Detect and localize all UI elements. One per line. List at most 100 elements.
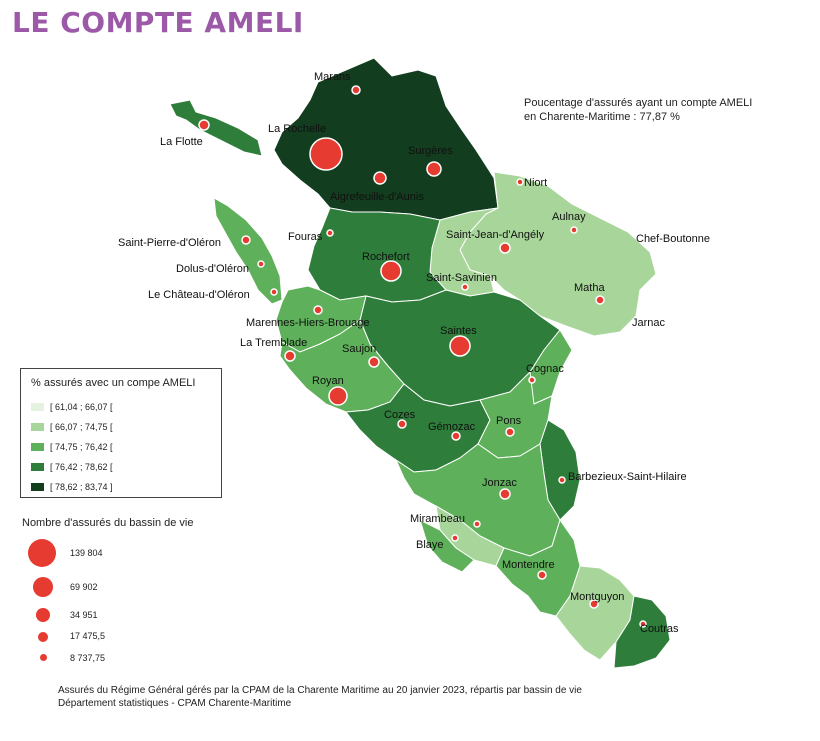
bubble-dolus [257, 260, 265, 268]
bubble-legend-row: 139 804 [26, 537, 166, 567]
place-label: Niort [524, 177, 547, 189]
bubble-blaye [451, 534, 459, 542]
legend-swatch [31, 423, 44, 431]
bubble-legend-dot [36, 608, 50, 622]
summary-note: Poucentage d'assurés ayant un compte AME… [524, 96, 804, 124]
place-labels: Marans La Rochelle La Flotte Surgères Ai… [118, 71, 710, 635]
region-blaye [419, 519, 475, 573]
place-label: Gémozac [428, 421, 476, 433]
place-label: Jarnac [632, 317, 666, 329]
place-label: Montguyon [570, 591, 624, 603]
place-label: Fouras [288, 231, 323, 243]
page-title: LE COMPTE AMELI [12, 6, 304, 39]
place-label: Blaye [416, 539, 444, 551]
legend-swatch [31, 443, 44, 451]
region-oleron [213, 197, 283, 305]
legend-label: [ 74,75 ; 76,42 [ [50, 442, 113, 452]
bubble-legend-value: 17 475,5 [70, 631, 106, 641]
bubble-niort [516, 178, 524, 186]
bubble-saujon [368, 356, 380, 368]
bubble-saint-pierre [241, 235, 251, 245]
place-label: La Flotte [160, 136, 203, 148]
place-label: Montendre [502, 559, 555, 571]
bubble-montendre [537, 570, 547, 580]
bubble-la-rochelle [309, 137, 343, 171]
place-label: Saint-Pierre-d'Oléron [118, 237, 221, 249]
bubble-legend-value: 139 804 [70, 548, 103, 558]
place-label: Saint-Jean-d'Angély [446, 229, 545, 241]
bubble-legend-row: 69 902 [26, 576, 166, 606]
place-label: Cozes [384, 409, 416, 421]
place-label: Matha [574, 282, 605, 294]
bubble-cognac [528, 376, 536, 384]
bubble-gemozac [451, 431, 461, 441]
place-label: Pons [496, 415, 522, 427]
place-label: Surgères [408, 145, 453, 157]
place-label: Royan [312, 375, 344, 387]
source-line-2: Département statistiques - CPAM Charente… [58, 698, 292, 709]
place-label: Coutras [640, 623, 679, 635]
bubble-marans [351, 85, 361, 95]
bubble-legend-row: 8 737,75 [26, 653, 166, 683]
bubble-la-flotte [198, 119, 210, 131]
bubble-pons [505, 427, 515, 437]
bubble-legend-row: 17 475,5 [26, 631, 166, 661]
place-label: Saintes [440, 325, 477, 337]
bubble-legend-dot [38, 632, 48, 642]
place-label: Cognac [526, 363, 564, 375]
legend-label: [ 76,42 ; 78,62 [ [50, 462, 113, 472]
legend-label: [ 66,07 ; 74,75 [ [50, 422, 113, 432]
legend-row: [ 74,75 ; 76,42 [ [31, 441, 113, 453]
bubble-saintes [449, 335, 471, 357]
legend-row: [ 78,62 ; 83,74 ] [31, 481, 113, 493]
source-note: Assurés du Régime Général gérés par la C… [58, 684, 582, 710]
bubble-rochefort [380, 260, 402, 282]
bubble-legend-row: 34 951 [26, 607, 166, 637]
place-label: Marans [314, 71, 351, 83]
place-label: Dolus-d'Oléron [176, 263, 249, 275]
summary-line-1: Poucentage d'assurés ayant un compte AME… [524, 97, 753, 109]
bubble-cozes [397, 419, 407, 429]
bubble-la-tremblade [284, 350, 296, 362]
place-label: Jonzac [482, 477, 517, 489]
bubble-barbezieux [558, 476, 566, 484]
bubble-saint-savinien [461, 283, 469, 291]
bubble-legend-dot [28, 539, 56, 567]
legend-label: [ 78,62 ; 83,74 ] [50, 482, 113, 492]
bubble-aulnay [570, 226, 578, 234]
bubble-fouras [326, 229, 334, 237]
legend-swatch [31, 463, 44, 471]
place-label: Saujon [342, 343, 376, 355]
color-legend: % assurés avec un compe AMELI [ 61,04 ; … [20, 368, 222, 498]
bubble-matha [595, 295, 605, 305]
bubble-montguyon [589, 599, 599, 609]
legend-row: [ 76,42 ; 78,62 [ [31, 461, 113, 473]
legend-swatch [31, 403, 44, 411]
bubble-legend-title: Nombre d'assurés du bassin de vie [22, 517, 194, 529]
place-label: Aulnay [552, 211, 586, 223]
bubble-marennes [313, 305, 323, 315]
bubble-mirambeau [473, 520, 481, 528]
bubble-royan [328, 386, 348, 406]
bubble-surgeres [426, 161, 442, 177]
bubble-saint-jean [499, 242, 511, 254]
legend-swatch [31, 483, 44, 491]
bubbles-layer [198, 85, 647, 628]
legend-title: % assurés avec un compe AMELI [31, 377, 196, 389]
summary-line-2: en Charente-Maritime : 77,87 % [524, 111, 680, 123]
place-label: Saint-Savinien [426, 272, 497, 284]
legend-row: [ 61,04 ; 66,07 [ [31, 401, 113, 413]
place-label: Rochefort [362, 251, 410, 263]
place-label: La Tremblade [240, 337, 307, 349]
source-line-1: Assurés du Régime Général gérés par la C… [58, 685, 582, 696]
legend-label: [ 61,04 ; 66,07 [ [50, 402, 113, 412]
place-label: Barbezieux-Saint-Hilaire [568, 471, 687, 483]
legend-row: [ 66,07 ; 74,75 [ [31, 421, 113, 433]
region-coutras [613, 595, 671, 669]
place-label: Mirambeau [410, 513, 465, 525]
bubble-coutras [639, 620, 647, 628]
bubble-legend-value: 8 737,75 [70, 653, 106, 663]
bubble-aigrefeuille [373, 171, 387, 185]
bubble-legend-dot [33, 577, 53, 597]
